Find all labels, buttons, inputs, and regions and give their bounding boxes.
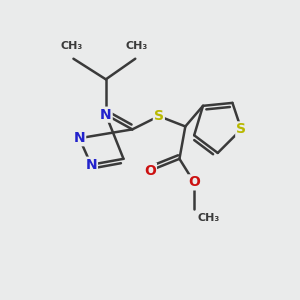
Text: O: O xyxy=(188,176,200,189)
Text: N: N xyxy=(85,158,97,172)
Text: N: N xyxy=(74,131,85,145)
Text: CH₃: CH₃ xyxy=(61,41,83,51)
Text: S: S xyxy=(154,109,164,123)
Text: CH₃: CH₃ xyxy=(126,41,148,51)
Text: S: S xyxy=(236,122,246,136)
Text: CH₃: CH₃ xyxy=(197,213,219,223)
Text: O: O xyxy=(144,164,156,178)
Text: N: N xyxy=(100,108,112,122)
